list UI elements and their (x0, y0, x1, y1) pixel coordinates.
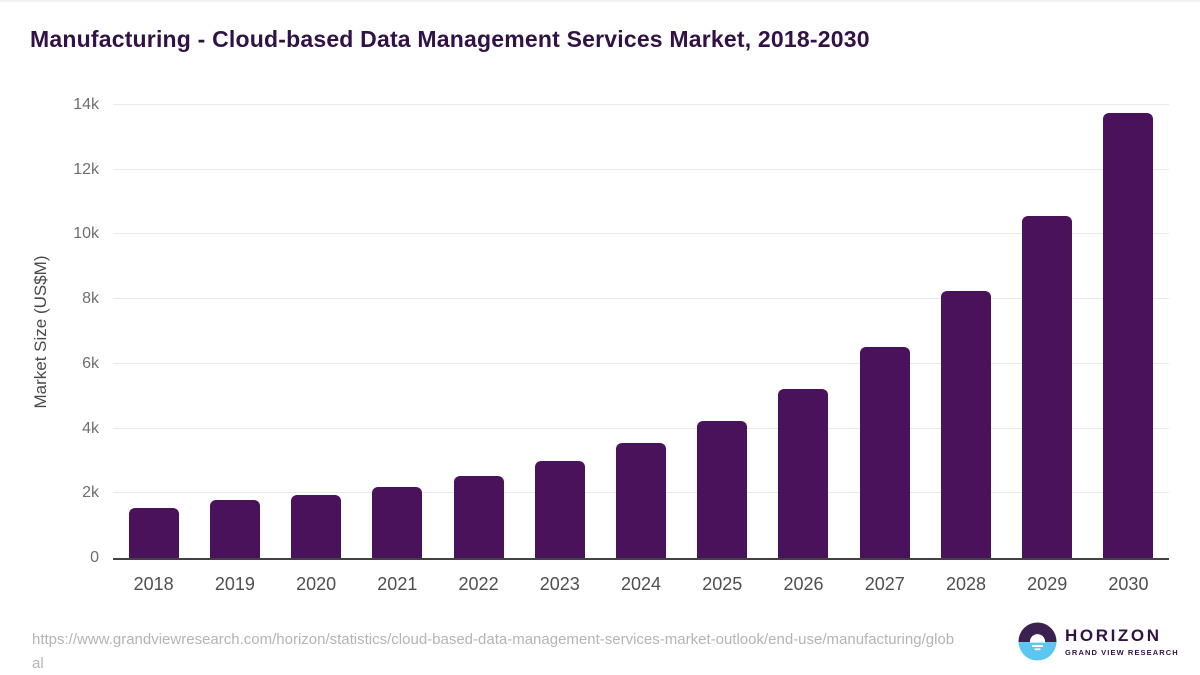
bar-2029[interactable] (1022, 215, 1073, 558)
bars (113, 105, 1169, 558)
x-tick-label-2026: 2026 (783, 574, 824, 594)
bar-slot-2029 (1007, 105, 1088, 558)
bar-2025[interactable] (697, 421, 748, 558)
y-axis-title: Market Size (US$M) (31, 255, 50, 409)
horizon-sun-icon (1018, 622, 1057, 661)
bar-slot-2019 (194, 105, 275, 558)
bar-2026[interactable] (778, 388, 829, 558)
bar-2028[interactable] (940, 291, 991, 558)
y-tick-label-12k: 12k (73, 160, 99, 178)
bar-2019[interactable] (209, 500, 260, 558)
bar-slot-2026 (763, 105, 844, 558)
y-tick-label-0: 0 (90, 549, 99, 566)
x-tick-label-2022: 2022 (458, 574, 499, 594)
y-tick-label-6k: 6k (82, 354, 99, 372)
bar-2020[interactable] (291, 494, 342, 558)
gridline-6k (113, 362, 1169, 364)
bar-slot-2024 (600, 105, 681, 558)
bar-2018[interactable] (128, 507, 179, 558)
chart-plot-area: 0 2k 4k 6k 8k 10k 12k 14k (73, 96, 1169, 566)
x-tick-label-2019: 2019 (214, 574, 255, 594)
x-axis-labels: 2018 2019 2020 2021 2022 2023 2024 2025 2026 2027… (113, 562, 1169, 595)
x-tick-label-2027: 2027 (864, 574, 905, 594)
source-url: https://www.grandviewresearch.com/horizo… (32, 631, 955, 672)
x-tick-label-2018: 2018 (133, 574, 174, 594)
gridline-4k (113, 427, 1169, 429)
logo-subtitle: GRAND VIEW RESEARCH (1065, 647, 1179, 657)
gridline-12k (113, 168, 1169, 170)
x-tick-label-2023: 2023 (539, 574, 580, 594)
bar-slot-2027 (844, 105, 925, 558)
bar-2030[interactable] (1103, 113, 1154, 558)
bar-slot-2018 (113, 105, 194, 558)
bar-slot-2020 (275, 105, 356, 558)
bar-slot-2021 (357, 105, 438, 558)
y-tick-label-4k: 4k (82, 419, 99, 437)
gridline-14k (113, 104, 1169, 105)
x-tick-label-2024: 2024 (621, 574, 662, 594)
horizon-logo: HORIZON GRAND VIEW RESEARCH (1018, 622, 1179, 661)
gridline-10k (113, 233, 1169, 235)
bar-slot-2025 (682, 105, 763, 558)
bar-2021[interactable] (372, 486, 423, 558)
bar-2022[interactable] (453, 475, 504, 558)
bar-2023[interactable] (534, 460, 585, 558)
x-tick-label-2030: 2030 (1108, 574, 1149, 594)
logo-text: HORIZON GRAND VIEW RESEARCH (1065, 627, 1179, 657)
y-tick-label-8k: 8k (82, 290, 99, 308)
x-tick-label-2020: 2020 (296, 574, 337, 594)
chart-title: Manufacturing - Cloud-based Data Managem… (30, 26, 870, 52)
y-tick-label-2k: 2k (82, 484, 99, 502)
x-tick-label-2021: 2021 (377, 574, 418, 594)
bar-slot-2023 (519, 105, 600, 558)
bar-slot-2030 (1088, 105, 1169, 558)
bar-slot-2022 (438, 105, 519, 558)
y-tick-label-10k: 10k (73, 225, 99, 243)
y-tick-label-14k: 14k (73, 96, 99, 113)
bar-2024[interactable] (616, 443, 667, 558)
gridline-8k (113, 298, 1169, 300)
x-tick-label-2025: 2025 (702, 574, 743, 594)
x-tick-label-2029: 2029 (1027, 574, 1068, 594)
logo-wordmark: HORIZON (1065, 625, 1162, 645)
bar-slot-2028 (925, 105, 1006, 558)
bar-2027[interactable] (859, 347, 910, 558)
x-tick-label-2028: 2028 (945, 574, 986, 594)
